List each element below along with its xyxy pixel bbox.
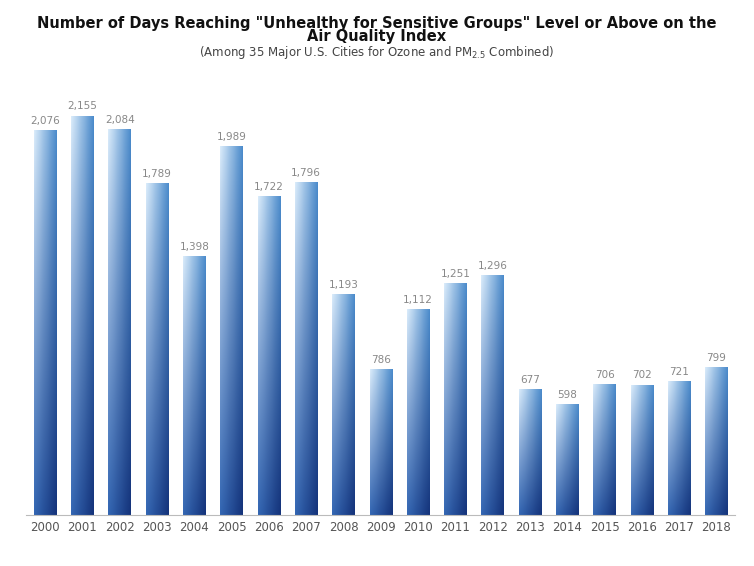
Text: 1,789: 1,789	[142, 169, 172, 179]
Text: 677: 677	[520, 375, 540, 385]
Text: Air Quality Index: Air Quality Index	[308, 29, 446, 45]
Text: 1,722: 1,722	[254, 182, 284, 192]
Text: 2,155: 2,155	[67, 101, 97, 112]
Text: 2,076: 2,076	[30, 116, 60, 126]
Text: 721: 721	[670, 367, 689, 377]
Text: 706: 706	[595, 370, 615, 380]
Text: 1,296: 1,296	[478, 260, 507, 271]
Text: 1,796: 1,796	[291, 168, 321, 178]
Text: (Among 35 Major U.S. Cities for Ozone and PM$_{2.5}$ Combined): (Among 35 Major U.S. Cities for Ozone an…	[199, 44, 555, 61]
Text: 1,112: 1,112	[403, 294, 433, 305]
Text: 1,251: 1,251	[440, 269, 470, 279]
Text: Number of Days Reaching "Unhealthy for Sensitive Groups" Level or Above on the: Number of Days Reaching "Unhealthy for S…	[37, 16, 717, 31]
Text: 598: 598	[557, 390, 578, 400]
Text: 1,193: 1,193	[329, 280, 358, 290]
Text: 702: 702	[632, 371, 651, 380]
Text: 1,989: 1,989	[216, 132, 247, 142]
Text: 2,084: 2,084	[105, 115, 134, 125]
Text: 786: 786	[371, 355, 391, 365]
Text: 799: 799	[706, 353, 726, 362]
Text: 1,398: 1,398	[179, 242, 209, 252]
